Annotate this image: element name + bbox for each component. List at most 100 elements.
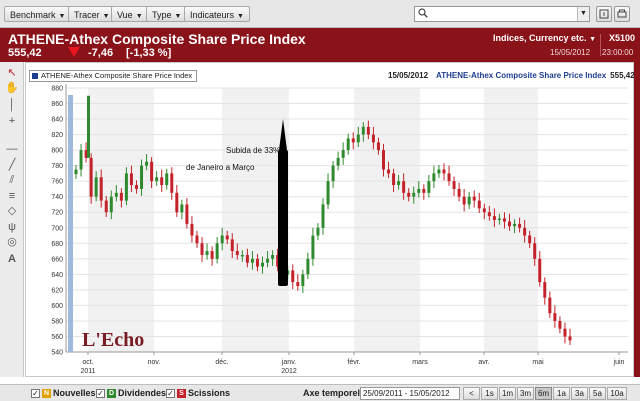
date-range-input[interactable]: 25/09/2011 - 15/05/2012 xyxy=(360,387,460,400)
fibonacci-icon[interactable]: ≡ xyxy=(8,190,16,202)
candle-body xyxy=(392,173,396,186)
candle-body xyxy=(553,313,557,321)
candle-body xyxy=(563,328,567,337)
volume-strip xyxy=(68,95,73,352)
range-button-3a[interactable]: 3a xyxy=(571,387,588,400)
candle-body xyxy=(407,192,411,197)
candle-body xyxy=(291,270,295,283)
candle-body xyxy=(180,204,184,213)
candle-body xyxy=(523,227,527,236)
tracer-menu[interactable]: Tracer ▼ xyxy=(68,6,116,22)
indicateurs-label: Indicateurs xyxy=(190,10,235,20)
candle-body xyxy=(467,196,471,205)
y-tick-label: 840 xyxy=(51,117,63,124)
candle-body xyxy=(513,223,517,227)
candle-body xyxy=(558,320,562,329)
range-button-5a[interactable]: 5a xyxy=(589,387,606,400)
indicateurs-menu[interactable]: Indicateurs ▼ xyxy=(184,6,250,22)
candle-body xyxy=(210,251,214,259)
candle-body xyxy=(235,251,239,255)
range-prev-button[interactable]: < xyxy=(463,387,480,400)
candle-body xyxy=(205,251,209,255)
y-tick-label: 860 xyxy=(51,101,63,108)
horizontal-line-icon[interactable]: — xyxy=(6,143,18,155)
candle-body xyxy=(447,173,451,182)
y-tick-label: 800 xyxy=(51,148,63,155)
ellipse-icon[interactable]: ◎ xyxy=(7,236,17,248)
candle-body xyxy=(145,161,149,166)
right-frame xyxy=(634,62,640,377)
candle-body xyxy=(306,258,310,275)
scissions-label: Scissions xyxy=(188,388,231,398)
y-tick-label: 680 xyxy=(51,241,63,248)
drawing-toolbar: ↖ ✋ │ + — ╱ ⫽ ≡ ◇ ψ ◎ A xyxy=(0,62,24,377)
search-input[interactable]: ▼ xyxy=(414,6,590,22)
header-divider xyxy=(600,34,601,56)
vertical-line-icon[interactable]: │ xyxy=(8,99,16,111)
range-button-1s[interactable]: 1s xyxy=(481,387,498,400)
candle-body xyxy=(336,157,340,166)
export-icon xyxy=(599,9,609,19)
nouvelles-checkbox[interactable]: ✓ xyxy=(31,389,40,398)
y-tick-label: 740 xyxy=(51,194,63,201)
text-tool-icon[interactable]: A xyxy=(8,253,16,265)
candle-body xyxy=(124,173,128,201)
crosshair-icon[interactable]: + xyxy=(8,115,16,127)
search-dropdown-icon[interactable]: ▼ xyxy=(577,7,589,21)
trend-line-icon[interactable]: ╱ xyxy=(8,159,16,171)
candle-body xyxy=(266,258,270,263)
scissions-checkbox[interactable]: ✓ xyxy=(166,389,175,398)
info-name: ATHENE-Athex Composite Share Price Index xyxy=(436,71,607,80)
dividendes-label: Dividendes xyxy=(118,388,167,398)
print-button[interactable] xyxy=(614,6,630,22)
candle-body xyxy=(89,157,93,197)
x-tick-label: déc. xyxy=(215,359,228,366)
export-button[interactable] xyxy=(596,6,612,22)
candle-body xyxy=(129,173,133,186)
candle-body xyxy=(190,223,194,236)
y-tick-label: 720 xyxy=(51,210,63,217)
cursor-arrow-icon[interactable]: ↖ xyxy=(7,67,17,79)
pitchfork-icon[interactable]: ψ xyxy=(8,221,16,233)
y-tick-label: 560 xyxy=(51,334,63,341)
range-button-3m[interactable]: 3m xyxy=(517,387,534,400)
category-selector[interactable]: Indices, Currency etc. ▼ xyxy=(493,33,596,43)
range-button-1a[interactable]: 1a xyxy=(553,387,570,400)
print-icon xyxy=(617,9,627,18)
price-chart[interactable]: 540 560 580 600 620 640 660 680 700 720 740 760 780 8… xyxy=(0,0,640,384)
x-tick-label: juin xyxy=(613,359,625,366)
candle-body xyxy=(140,165,144,189)
dividendes-checkbox[interactable]: ✓ xyxy=(96,389,105,398)
candle-body xyxy=(387,169,391,174)
candle-body xyxy=(200,243,204,255)
candle-body xyxy=(533,243,537,259)
candle-body xyxy=(215,243,219,259)
quote-time: 23:00:00 xyxy=(602,48,634,57)
candle-body xyxy=(417,188,421,193)
candle-body xyxy=(371,134,375,143)
candle-body xyxy=(412,192,416,197)
range-button-10a[interactable]: 10a xyxy=(607,387,627,400)
series-legend[interactable]: ATHENE-Athex Composite Share Price Index xyxy=(29,70,198,82)
candle-body xyxy=(220,235,224,244)
candle-body xyxy=(356,134,360,143)
candle-body xyxy=(311,235,315,259)
candle-body xyxy=(155,177,159,182)
x-tick-label: févr. xyxy=(347,359,360,366)
y-tick-label: 600 xyxy=(51,303,63,310)
down-arrow-icon xyxy=(68,47,80,57)
quote-date: 15/05/2012 xyxy=(550,48,591,57)
range-button-1m[interactable]: 1m xyxy=(499,387,516,400)
candle-body xyxy=(150,161,154,182)
candle-body xyxy=(316,227,320,236)
pan-hand-icon[interactable]: ✋ xyxy=(5,82,19,94)
candle-body xyxy=(397,181,401,186)
range-button-6m[interactable]: 6m xyxy=(535,387,552,400)
x-tick-label: janv. xyxy=(281,359,296,366)
channel-icon[interactable]: ⫽ xyxy=(9,174,15,186)
x-tick-label: mars xyxy=(412,359,428,366)
candle-body xyxy=(457,188,461,197)
shape-icon[interactable]: ◇ xyxy=(7,205,17,217)
x-tick-year-label: 2011 xyxy=(80,368,95,375)
candle-body xyxy=(462,196,466,205)
